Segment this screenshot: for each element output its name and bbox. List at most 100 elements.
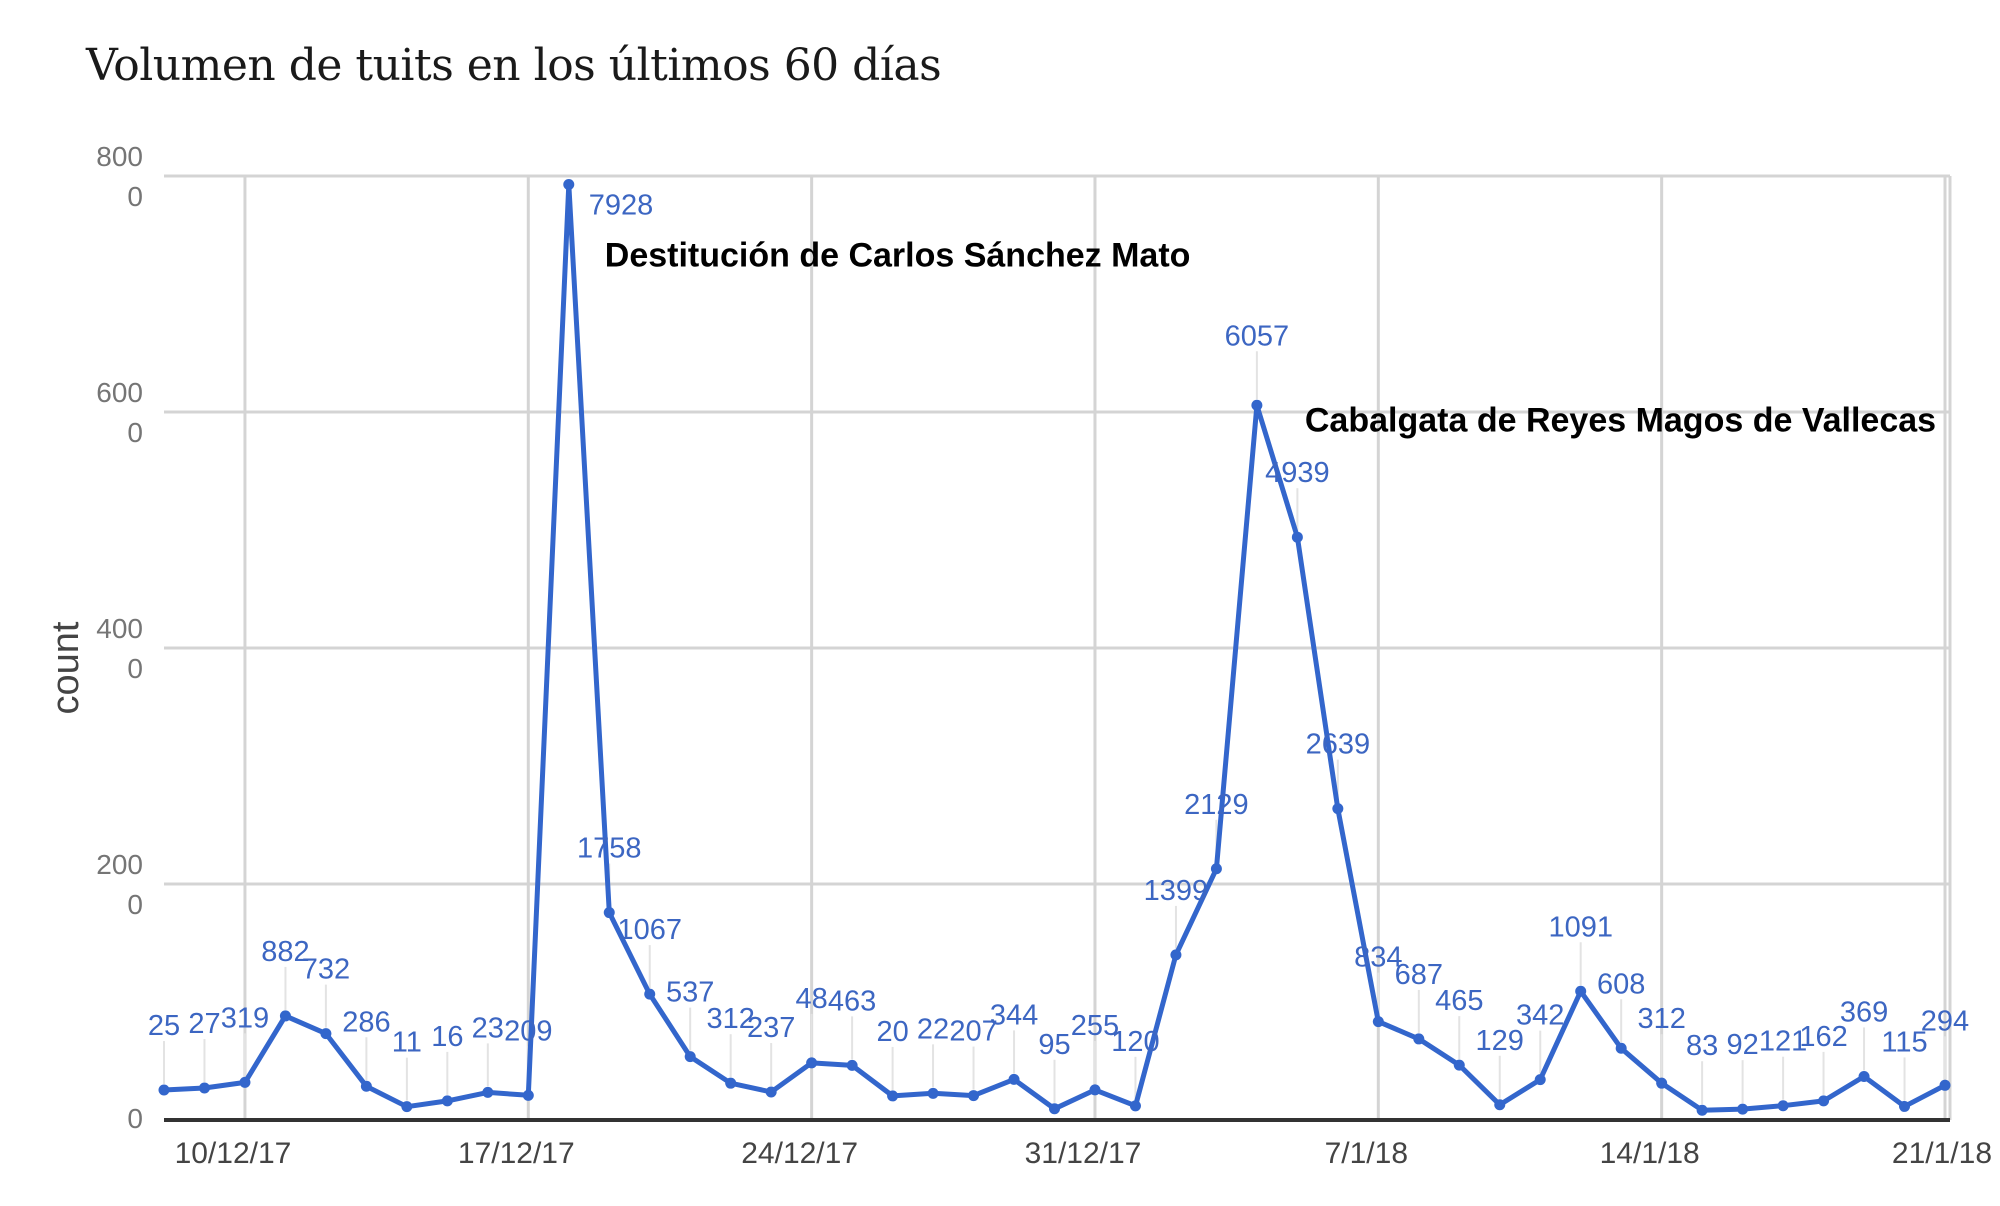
data-point	[1494, 1099, 1506, 1111]
data-point	[239, 1076, 251, 1088]
series-layer	[158, 178, 1951, 1116]
data-point	[1251, 399, 1263, 411]
data-point	[1818, 1095, 1830, 1107]
data-point	[360, 1080, 372, 1092]
data-point	[1575, 985, 1587, 997]
data-point	[522, 1089, 534, 1101]
data-point	[1656, 1077, 1668, 1089]
data-point	[603, 907, 615, 919]
y-tick-label: 200 0	[96, 849, 143, 920]
y-tick-label: 800 0	[96, 141, 143, 212]
x-tick-label: 17/12/17	[458, 1137, 575, 1170]
data-label: 1399	[1144, 875, 1209, 907]
x-tick-label: 14/1/18	[1600, 1137, 1700, 1170]
y-tick-label: 400 0	[96, 613, 143, 684]
data-label: 294	[1921, 1005, 1969, 1037]
data-label: 83	[1686, 1030, 1718, 1062]
data-point	[401, 1101, 413, 1113]
chart-annotation: Cabalgata de Reyes Magos de Vallecas	[1305, 401, 1936, 439]
data-point	[1696, 1104, 1708, 1116]
x-tick-label: 10/12/17	[175, 1137, 292, 1170]
data-point	[1008, 1073, 1020, 1085]
data-label: 286	[342, 1006, 390, 1038]
data-label: 463	[828, 985, 876, 1017]
data-label: 6057	[1225, 320, 1290, 352]
axis-layer: 0 200 0 400 0 600 0 800 0 10/12/17 17/12/17 24/12/1…	[45, 141, 1992, 1170]
data-point	[1858, 1070, 1870, 1082]
data-label: 312	[706, 1003, 754, 1035]
data-label: 25	[148, 1010, 180, 1042]
data-label: 255	[1071, 1010, 1119, 1042]
data-label: 2129	[1184, 789, 1249, 821]
data-label: 1067	[617, 914, 682, 946]
data-point	[765, 1086, 777, 1098]
y-tick-label: 600 0	[96, 377, 143, 448]
x-tick-label: 24/12/17	[741, 1137, 858, 1170]
data-point	[1737, 1103, 1749, 1115]
data-label: 7928	[589, 189, 654, 221]
data-label: 95	[1038, 1029, 1070, 1061]
data-label: 207	[949, 1016, 997, 1048]
x-tick-label: 7/1/18	[1325, 1137, 1408, 1170]
data-label: 209	[504, 1015, 552, 1047]
data-point	[441, 1095, 453, 1107]
data-point	[1413, 1033, 1425, 1045]
data-label: 834	[1354, 942, 1402, 974]
data-label: 237	[747, 1012, 795, 1044]
data-label: 1758	[577, 833, 642, 865]
data-point	[644, 988, 656, 1000]
data-point	[158, 1084, 170, 1096]
data-label: 20	[876, 1016, 908, 1048]
data-point	[482, 1086, 494, 1098]
data-label: 465	[1435, 985, 1483, 1017]
data-point	[1453, 1059, 1465, 1071]
data-label: 687	[1395, 959, 1443, 991]
data-label: 27	[188, 1008, 220, 1040]
data-label: 732	[302, 954, 350, 986]
data-label: 162	[1799, 1021, 1847, 1053]
data-label: 537	[666, 977, 714, 1009]
data-point	[1170, 949, 1182, 961]
y-axis-label: count	[45, 621, 87, 714]
data-point	[927, 1087, 939, 1099]
data-label: 129	[1476, 1025, 1524, 1057]
data-point	[1899, 1100, 1911, 1112]
data-point	[198, 1082, 210, 1094]
data-point	[684, 1051, 696, 1063]
data-label: 369	[1840, 996, 1888, 1028]
data-label: 319	[221, 1002, 269, 1034]
data-label: 312	[1637, 1003, 1685, 1035]
y-tick-label: 0	[127, 1103, 143, 1134]
data-point	[1534, 1074, 1546, 1086]
data-label: 4939	[1265, 457, 1330, 489]
data-point	[1089, 1084, 1101, 1096]
annotation-layer: Destitución de Carlos Sánchez Mato Cabalg…	[605, 236, 1936, 439]
data-point	[968, 1090, 980, 1102]
data-point	[279, 1010, 291, 1022]
grid-layer	[164, 174, 1952, 1120]
data-label: 16	[431, 1021, 463, 1053]
data-point	[1291, 531, 1303, 543]
data-label: 92	[1726, 1029, 1758, 1061]
leader-layer	[163, 351, 1946, 1105]
data-label: 11	[392, 1027, 422, 1059]
data-label: 344	[990, 999, 1038, 1031]
data-point	[563, 178, 575, 190]
data-point	[1615, 1042, 1627, 1054]
data-label: 48	[796, 983, 828, 1015]
data-point	[320, 1028, 332, 1040]
data-label: 1091	[1548, 911, 1613, 943]
data-point	[1210, 863, 1222, 875]
data-point	[1777, 1100, 1789, 1112]
data-label: 882	[261, 936, 309, 968]
x-tick-label: 21/1/18	[1892, 1137, 1992, 1170]
data-point	[725, 1077, 737, 1089]
data-point	[1372, 1016, 1384, 1028]
data-label: 115	[1881, 1026, 1927, 1058]
data-label: 22	[917, 1013, 949, 1045]
data-point	[1049, 1103, 1060, 1115]
data-label: 2639	[1306, 729, 1371, 761]
data-point	[1332, 803, 1344, 815]
